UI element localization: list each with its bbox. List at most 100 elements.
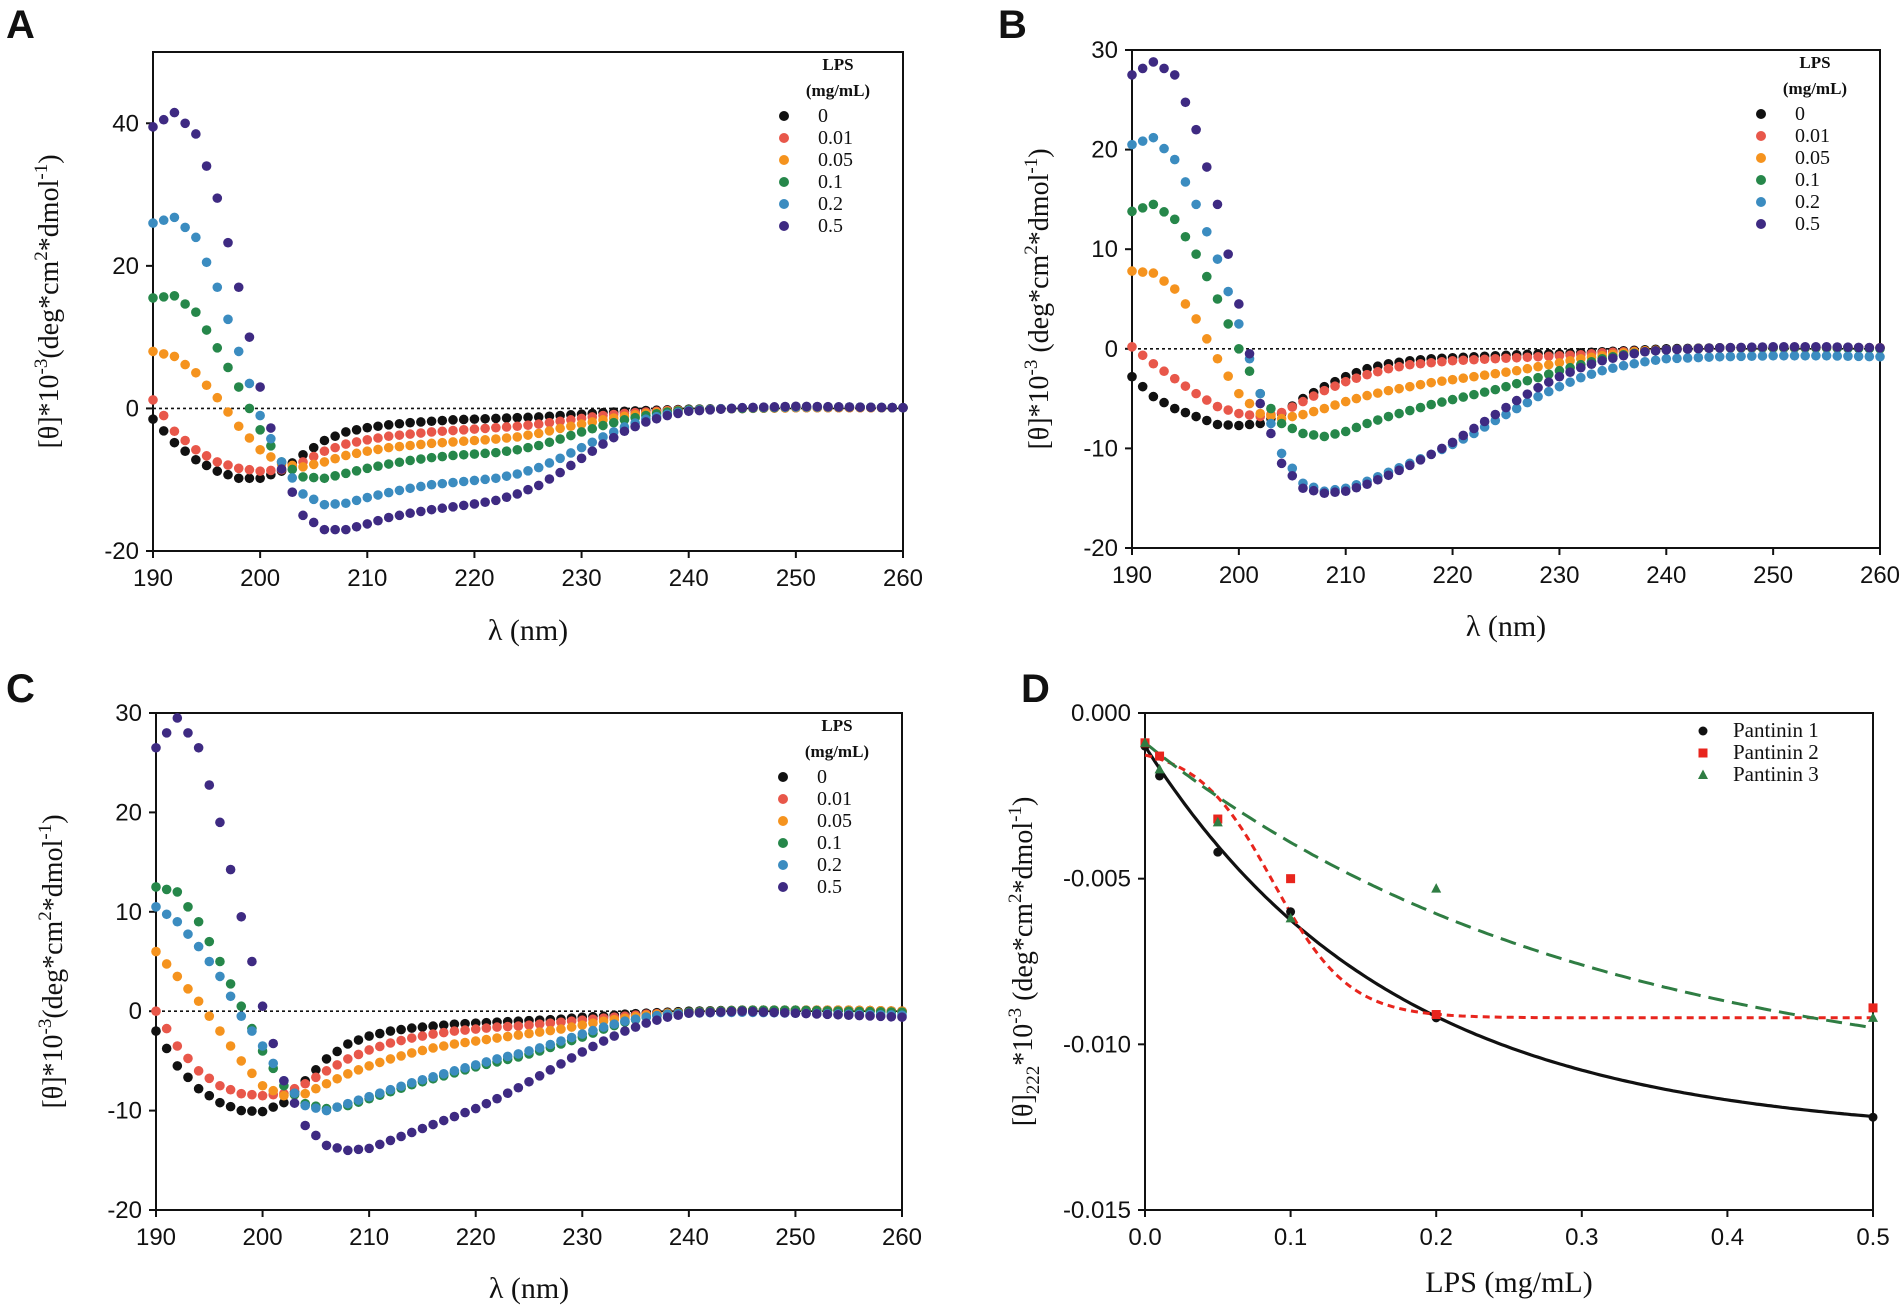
data-point bbox=[416, 417, 426, 427]
data-point bbox=[1522, 375, 1533, 386]
data-point bbox=[148, 346, 158, 357]
data-point bbox=[364, 1031, 374, 1041]
data-point bbox=[343, 1069, 353, 1079]
data-point bbox=[1405, 405, 1415, 416]
y-axis-label-part: -1 bbox=[35, 824, 56, 840]
data-point bbox=[1437, 397, 1447, 407]
data-point bbox=[225, 1084, 236, 1095]
data-point bbox=[481, 1098, 492, 1109]
data-point bbox=[353, 1035, 364, 1045]
legend-marker bbox=[779, 133, 789, 143]
data-point bbox=[225, 979, 236, 989]
x-tick-label: 220 bbox=[1433, 562, 1473, 589]
series-0_5 bbox=[148, 107, 908, 535]
data-point bbox=[257, 1090, 268, 1101]
data-point bbox=[212, 343, 223, 353]
data-point bbox=[533, 412, 544, 422]
data-point bbox=[1811, 350, 1821, 361]
data-point bbox=[225, 991, 236, 1002]
data-point bbox=[1490, 353, 1501, 364]
data-point bbox=[555, 467, 565, 478]
data-point bbox=[1351, 482, 1362, 493]
legend-label: Pantinin 1 bbox=[1733, 718, 1819, 742]
data-point bbox=[201, 380, 212, 391]
data-point bbox=[1137, 203, 1148, 213]
data-point bbox=[1127, 139, 1137, 150]
data-point bbox=[1330, 487, 1340, 498]
data-point bbox=[233, 421, 244, 432]
data-point bbox=[587, 423, 598, 434]
data-point bbox=[833, 1009, 843, 1020]
data-point bbox=[1565, 377, 1575, 387]
x-tick-label: 230 bbox=[562, 565, 602, 592]
data-point bbox=[1223, 319, 1233, 329]
data-point bbox=[1768, 342, 1778, 352]
data-point bbox=[244, 378, 255, 389]
y-axis-label-part: ) bbox=[1008, 797, 1039, 806]
y-tick-label: -10 bbox=[1083, 435, 1118, 462]
x-tick-label: 200 bbox=[243, 1224, 283, 1251]
data-point bbox=[396, 1051, 406, 1061]
data-point bbox=[1191, 314, 1201, 324]
data-point bbox=[1868, 1112, 1878, 1122]
series-0_2 bbox=[1127, 132, 1885, 497]
data-point bbox=[1543, 386, 1554, 397]
data-point bbox=[481, 1034, 492, 1045]
data-point bbox=[1608, 363, 1618, 374]
data-point bbox=[426, 504, 437, 515]
data-point bbox=[630, 421, 640, 432]
data-point bbox=[1287, 470, 1298, 481]
data-point bbox=[223, 469, 233, 480]
data-point bbox=[353, 1095, 364, 1105]
data-point bbox=[588, 1018, 598, 1028]
data-point bbox=[502, 1051, 513, 1062]
y-axis-label-part: -1 bbox=[31, 164, 52, 180]
data-point bbox=[534, 1027, 545, 1037]
data-point bbox=[544, 426, 555, 436]
y-axis-label-part: -3 bbox=[35, 1019, 56, 1035]
data-point bbox=[1244, 419, 1255, 430]
y-tick-label: 0 bbox=[129, 998, 142, 1025]
data-point bbox=[534, 1071, 545, 1081]
data-point bbox=[1693, 352, 1704, 363]
x-axis-label: λ (nm) bbox=[1466, 610, 1546, 643]
data-point bbox=[887, 402, 898, 413]
data-point bbox=[609, 1031, 620, 1041]
data-point bbox=[223, 237, 233, 248]
data-point bbox=[566, 448, 576, 458]
data-point bbox=[180, 359, 190, 370]
data-point bbox=[1351, 422, 1362, 433]
data-point bbox=[513, 1049, 524, 1059]
data-point bbox=[266, 423, 276, 433]
data-point bbox=[255, 410, 265, 421]
data-point bbox=[268, 1058, 279, 1069]
y-axis-label-part: (deg*cm bbox=[1008, 903, 1039, 1008]
data-point bbox=[458, 476, 469, 487]
data-point bbox=[598, 420, 608, 431]
data-point bbox=[651, 413, 662, 424]
data-point bbox=[405, 483, 415, 494]
data-point bbox=[233, 282, 244, 293]
data-point bbox=[1180, 381, 1191, 391]
x-tick-label: 0.4 bbox=[1711, 1224, 1744, 1251]
data-point bbox=[1768, 350, 1778, 361]
data-point bbox=[236, 1088, 247, 1099]
data-point bbox=[598, 439, 608, 449]
data-point bbox=[225, 864, 236, 875]
legend-marker bbox=[778, 816, 788, 826]
data-point bbox=[1286, 907, 1296, 917]
data-point bbox=[1511, 365, 1522, 376]
data-point bbox=[1180, 407, 1191, 418]
data-point bbox=[151, 1006, 161, 1016]
data-point bbox=[587, 437, 598, 448]
data-point bbox=[801, 1008, 811, 1019]
data-point bbox=[247, 1106, 257, 1116]
data-point bbox=[1234, 319, 1244, 329]
data-point bbox=[1779, 350, 1789, 361]
data-point bbox=[748, 1006, 758, 1017]
fit-line bbox=[1144, 753, 1873, 1020]
data-point bbox=[1191, 411, 1201, 422]
legend-label: 0.05 bbox=[1795, 147, 1830, 169]
data-point bbox=[1864, 342, 1875, 353]
data-point bbox=[319, 435, 330, 446]
